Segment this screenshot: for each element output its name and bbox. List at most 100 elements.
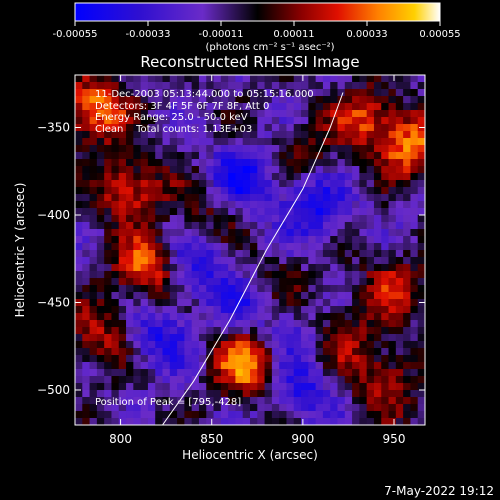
heatmap-cell [111, 390, 120, 398]
heatmap-cell [140, 89, 149, 97]
heatmap-cell [235, 89, 244, 97]
heatmap-cell [286, 89, 295, 97]
heatmap-cell [410, 348, 419, 356]
heatmap-cell [250, 243, 258, 251]
heatmap-cell [366, 173, 375, 181]
heatmap-cell [352, 187, 360, 195]
heatmap-cell [147, 285, 156, 293]
heatmap-cell [337, 418, 346, 425]
heatmap-cell [308, 201, 317, 209]
heatmap-cell [395, 369, 404, 377]
heatmap-cell [410, 208, 419, 216]
heatmap-cell [286, 264, 295, 272]
heatmap-cell [104, 362, 112, 370]
heatmap-cell [257, 285, 265, 293]
heatmap-cell [359, 334, 368, 342]
heatmap-cell [352, 215, 360, 223]
heatmap-cell [308, 383, 317, 391]
heatmap-cell [213, 334, 222, 342]
heatmap-cell [344, 334, 353, 342]
heatmap-cell [279, 264, 287, 272]
heatmap-cell [206, 187, 214, 195]
heatmap-cell [271, 278, 280, 286]
heatmap-cell [381, 348, 389, 356]
heatmap-cell [75, 89, 83, 97]
y-axis-label: Heliocentric Y (arcsec) [13, 183, 27, 318]
heatmap-cell [352, 110, 360, 118]
heatmap-cell [162, 313, 171, 321]
heatmap-cell [315, 194, 324, 202]
heatmap-cell [184, 194, 193, 202]
heatmap-cell [89, 131, 98, 139]
heatmap-cell [322, 313, 331, 321]
heatmap-cell [126, 166, 134, 174]
heatmap-cell [162, 75, 171, 83]
heatmap-cell [177, 82, 185, 90]
heatmap-cell [82, 271, 90, 279]
heatmap-cell [96, 376, 105, 384]
heatmap-cell [169, 152, 178, 160]
heatmap-cell [337, 355, 346, 363]
heatmap-cell [89, 264, 98, 272]
heatmap-cell [366, 208, 375, 216]
heatmap-cell [82, 75, 90, 83]
heatmap-cell [213, 257, 222, 265]
heatmap-cell [89, 222, 98, 230]
heatmap-cell [228, 75, 236, 83]
heatmap-cell [352, 390, 360, 398]
heatmap-cell [191, 348, 200, 356]
heatmap-cell [147, 89, 156, 97]
heatmap-cell [264, 292, 273, 300]
heatmap-cell [133, 306, 142, 314]
heatmap-cell [403, 397, 411, 405]
heatmap-cell [118, 285, 127, 293]
heatmap-cell [322, 166, 331, 174]
heatmap-cell [177, 313, 185, 321]
heatmap-cell [155, 75, 163, 83]
heatmap-cell [250, 82, 258, 90]
heatmap-cell [228, 180, 236, 188]
heatmap-cell [184, 383, 193, 391]
heatmap-cell [184, 138, 193, 146]
heatmap-cell [220, 236, 229, 244]
heatmap-cell [228, 222, 236, 230]
heatmap-cell [140, 271, 149, 279]
heatmap-cell [220, 194, 229, 202]
heatmap-cell [308, 334, 317, 342]
heatmap-cell [140, 96, 149, 104]
heatmap-cell [279, 236, 287, 244]
heatmap-cell [286, 243, 295, 251]
heatmap-cell [359, 390, 368, 398]
heatmap-cell [344, 397, 353, 405]
heatmap-cell [220, 201, 229, 209]
heatmap-cell [286, 82, 295, 90]
heatmap-cell [322, 299, 331, 307]
heatmap-cell [308, 376, 317, 384]
heatmap-cell [403, 96, 411, 104]
heatmap-cell [381, 383, 389, 391]
x-tick-label: 900 [291, 432, 314, 446]
heatmap-cell [286, 411, 295, 419]
heatmap-cell [301, 257, 309, 265]
heatmap-cell [75, 159, 83, 167]
heatmap-cell [104, 194, 112, 202]
heatmap-cell [75, 278, 83, 286]
heatmap-cell [264, 103, 273, 111]
heatmap-cell [75, 166, 83, 174]
heatmap-cell [242, 341, 251, 349]
heatmap-cell [410, 187, 419, 195]
heatmap-cell [381, 376, 389, 384]
heatmap-cell [315, 166, 324, 174]
heatmap-cell [366, 390, 375, 398]
heatmap-cell [111, 362, 120, 370]
heatmap-cell [337, 110, 346, 118]
heatmap-cell [96, 152, 105, 160]
heatmap-cell [242, 313, 251, 321]
heatmap-cell [75, 131, 83, 139]
heatmap-cell [206, 124, 214, 132]
heatmap-cell [315, 404, 324, 412]
heatmap-cell [403, 236, 411, 244]
heatmap-cell [162, 299, 171, 307]
heatmap-cell [169, 257, 178, 265]
heatmap-cell [177, 390, 185, 398]
